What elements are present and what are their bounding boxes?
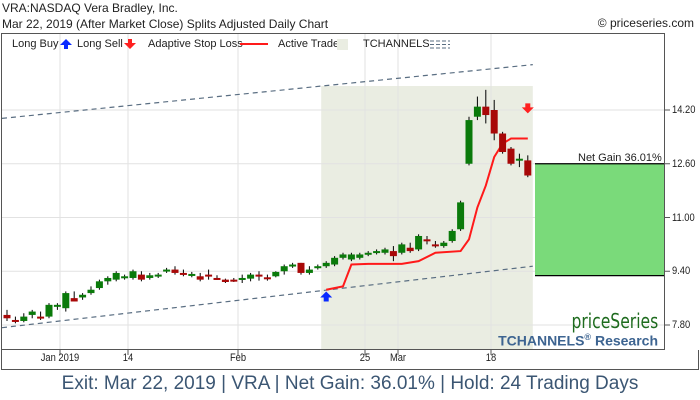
y-tick-label: 14.20	[672, 104, 696, 116]
research-name: TCHANNELS	[498, 332, 585, 349]
y-tick-label: 12.60	[672, 157, 696, 170]
legend-active-trade: Active Trade	[278, 38, 340, 50]
x-tick-label: Feb	[229, 352, 247, 364]
chart-title: VRA:NASDAQ Vera Bradley, Inc.	[2, 1, 178, 15]
red-down-arrow-icon	[124, 39, 136, 49]
y-tick-label: 7.80	[672, 319, 691, 331]
research-suffix: Research	[594, 332, 658, 349]
y-tick-label: 11.00	[672, 211, 695, 224]
legend-stop-loss: Adaptive Stop Loss	[148, 38, 243, 50]
tchannels-dashed-icon	[430, 40, 450, 49]
blue-up-arrow-icon	[60, 39, 72, 49]
net-gain-label: Net Gain 36.01%	[578, 152, 662, 164]
registered-mark: ®	[584, 332, 592, 342]
trade-summary-footer: Exit: Mar 22, 2019 | VRA | Net Gain: 36.…	[61, 373, 639, 394]
tchannels-research-label: TCHANNELS® Research	[498, 332, 658, 349]
x-tick-label: Mar	[389, 352, 407, 364]
x-tick-label: Jan 2019	[40, 352, 80, 364]
legend-tchannels: TCHANNELS	[363, 38, 430, 50]
x-tick-label: 14	[122, 352, 134, 364]
legend: Long Buy Long Sell Adaptive Stop Loss Ac…	[2, 34, 665, 54]
legend-long-sell: Long Sell	[77, 38, 123, 50]
stop-loss-line-icon	[240, 43, 268, 45]
plot-frame	[1, 33, 665, 350]
priceseries-logo: priceSeries	[571, 309, 658, 333]
x-tick-label: 25	[359, 352, 371, 364]
legend-long-buy: Long Buy	[12, 38, 59, 50]
chart-subtitle: Mar 22, 2019 (After Market Close) Splits…	[2, 17, 329, 31]
x-tick-label: 18	[485, 352, 497, 364]
copyright: © priceseries.com	[597, 16, 694, 30]
active-trade-swatch-icon	[337, 39, 348, 50]
y-tick-label: 9.40	[672, 265, 691, 278]
x-axis	[1, 350, 699, 370]
